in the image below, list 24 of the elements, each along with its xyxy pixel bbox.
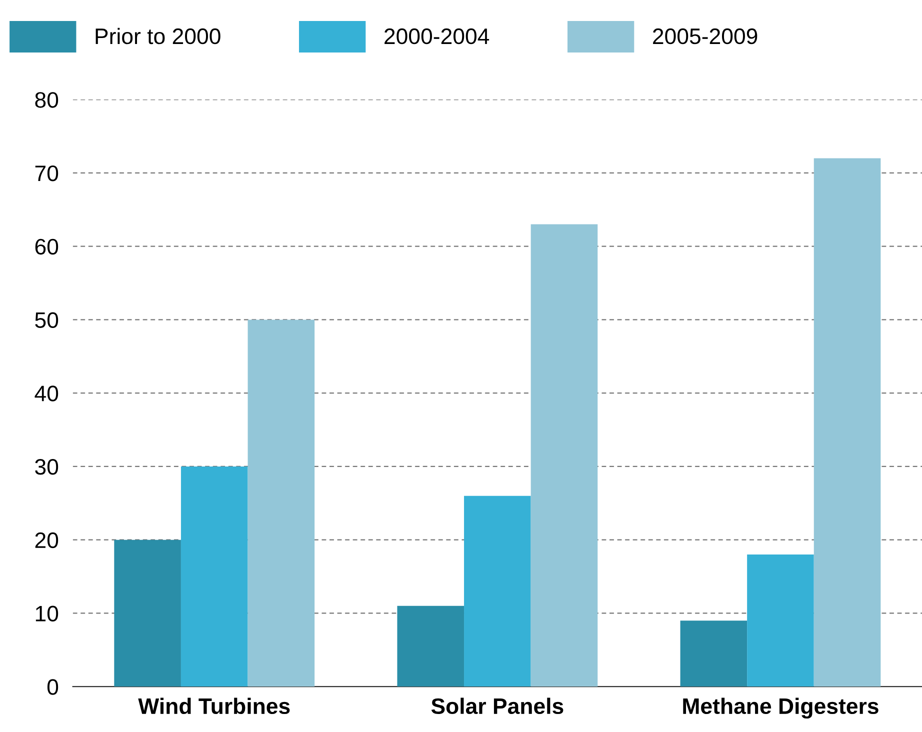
legend-label: 2005-2009 bbox=[653, 28, 758, 44]
x-tick-label: Methane Digesters bbox=[683, 698, 878, 719]
legend-label: Prior to 2000 bbox=[96, 28, 220, 44]
y-tick-label: 80 bbox=[35, 92, 58, 108]
bar bbox=[397, 606, 464, 687]
legend-label: 2000-2004 bbox=[384, 28, 490, 44]
y-tick-label: 20 bbox=[35, 532, 58, 548]
y-tick-label: 0 bbox=[47, 679, 58, 695]
bar bbox=[814, 158, 881, 687]
y-tick-label: 50 bbox=[35, 312, 58, 328]
bar bbox=[180, 466, 248, 687]
x-tick-label: Wind Turbines bbox=[138, 698, 290, 714]
y-tick-label: 60 bbox=[35, 238, 58, 255]
y-tick-label: 70 bbox=[35, 165, 58, 182]
bar bbox=[747, 554, 814, 687]
bar bbox=[464, 496, 531, 687]
bar bbox=[248, 320, 315, 687]
y-tick-label: 30 bbox=[35, 459, 58, 475]
y-tick-label: 40 bbox=[34, 386, 58, 402]
bar bbox=[530, 224, 598, 687]
bar bbox=[114, 540, 181, 687]
bar bbox=[680, 620, 748, 687]
x-tick-label: Solar Panels bbox=[431, 698, 564, 714]
y-tick-label: 10 bbox=[36, 606, 58, 622]
